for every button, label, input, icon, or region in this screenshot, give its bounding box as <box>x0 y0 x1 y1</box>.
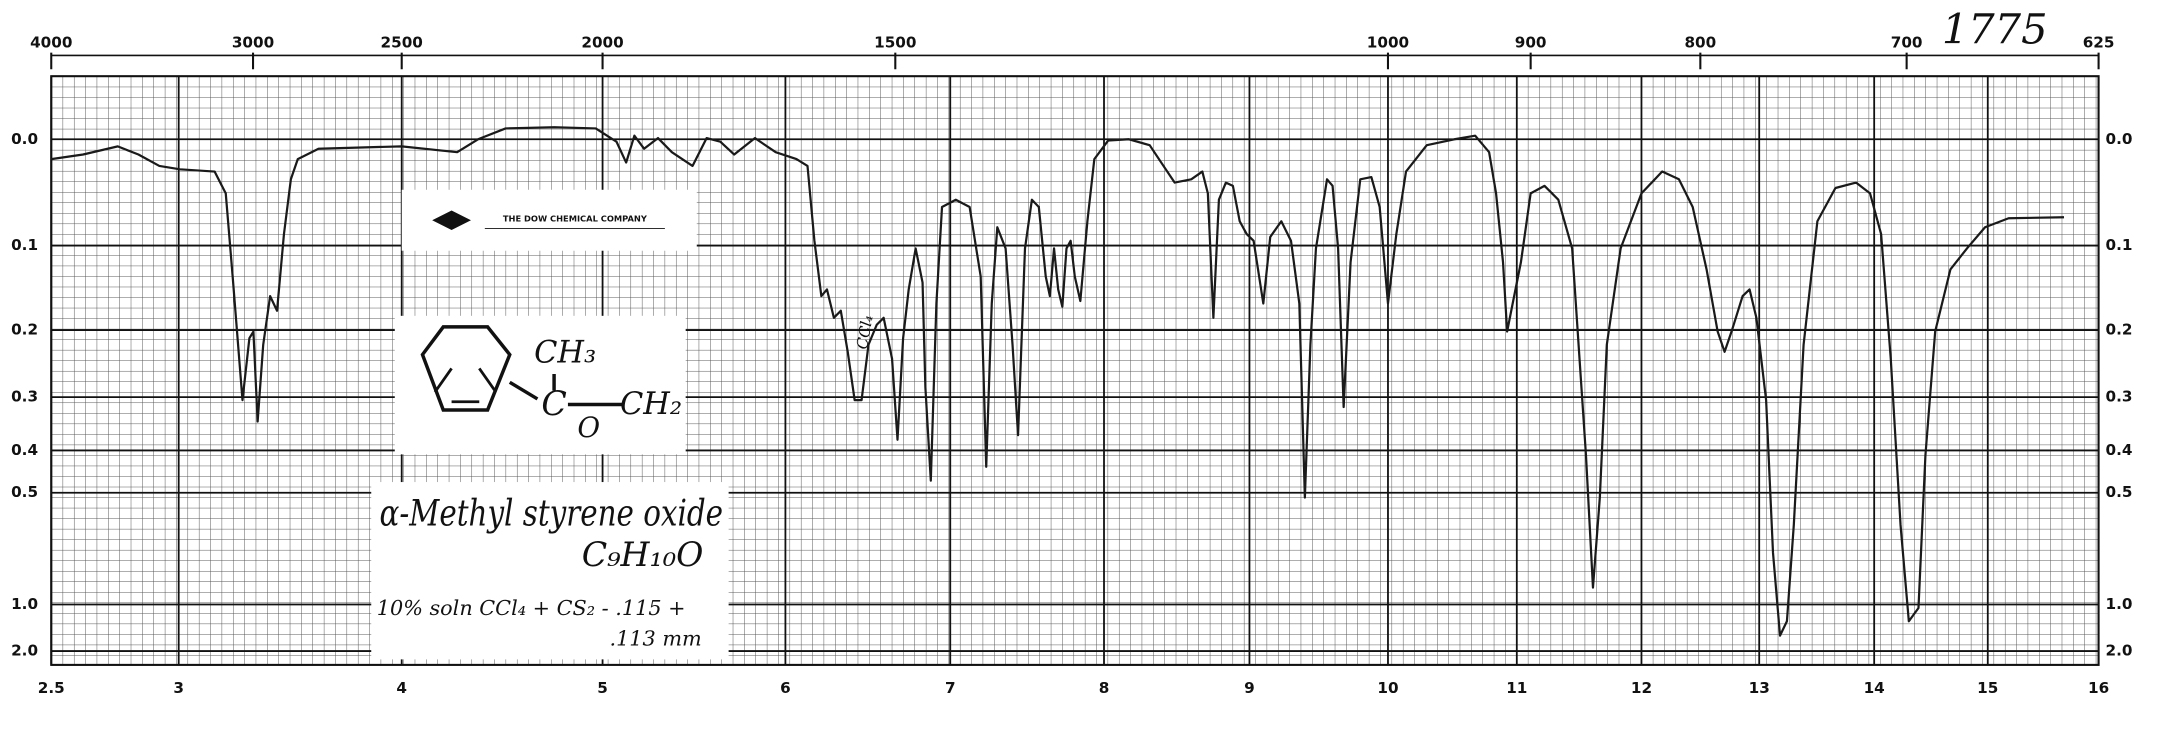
y-tick-label: 1.0 <box>11 595 38 613</box>
sample-note: .113 mm <box>609 626 701 650</box>
benzene-ring <box>420 325 512 412</box>
sample-card: α-Methyl styrene oxide C₉H₁₀O 10% soln C… <box>371 482 729 660</box>
x2-tick-label: 3000 <box>232 33 274 51</box>
x-tick-label: 7 <box>945 679 956 697</box>
company-name: THE DOW CHEMICAL COMPANY <box>503 213 648 223</box>
logo-diamond <box>432 210 471 230</box>
structure-label: O <box>577 411 600 444</box>
company-logo: THE DOW CHEMICAL COMPANY <box>401 189 697 251</box>
x-tick-label: 5 <box>597 679 608 697</box>
marks: 0.0 0.0 0.1 0.1 0.2 0.2 0.3 0.3 0.4 0.4 0.5 0.5 1.0 1… <box>11 33 2132 697</box>
y-tick-label: 0.0 <box>2106 130 2133 148</box>
y-tick-label: 0.3 <box>11 388 38 406</box>
y-tick-label: 2.0 <box>2106 642 2133 660</box>
card-box <box>371 482 729 660</box>
sample-number: 1775 <box>1942 5 2048 54</box>
x-tick-label: 9 <box>1244 679 1255 697</box>
x-tick-label: 4 <box>396 679 407 697</box>
y-tick-label: 0.4 <box>2106 441 2133 459</box>
x-tick-label: 13 <box>1749 679 1770 697</box>
y-tick-label: 1.0 <box>2106 595 2133 613</box>
x2-tick-label: 700 <box>1891 33 1923 51</box>
benzene-bonds <box>433 367 498 404</box>
x2-tick-label: 1500 <box>874 33 916 51</box>
spectrum-line <box>51 126 2065 637</box>
y-tick-label: 0.1 <box>11 236 38 254</box>
x-tick-label: 2.5 <box>38 679 65 697</box>
y-tick-label: 0.4 <box>11 441 38 459</box>
sample-note: 10% soln CCl₄ + CS₂ - .115 + <box>377 596 686 620</box>
structure: CH₃ C CH₂ O <box>394 315 686 455</box>
x2-tick-label: 900 <box>1515 33 1547 51</box>
formula: C₉H₁₀O <box>582 535 704 574</box>
bond <box>508 380 539 401</box>
x-tick-label: 15 <box>1977 679 1998 697</box>
structure-label: CH₃ <box>534 336 596 371</box>
x2-tick-label: 2500 <box>381 33 423 51</box>
solvent-band-label: CCl₄ <box>853 314 877 351</box>
x2-tick-label: 4000 <box>30 33 72 51</box>
x2-tick-label: 800 <box>1684 33 1716 51</box>
structure-label: C <box>541 384 566 423</box>
y-tick-label: 0.1 <box>2106 236 2133 254</box>
y-tick-label: 0.5 <box>2106 483 2133 501</box>
x-tick-label: 12 <box>1631 679 1652 697</box>
y-tick-label: 0.2 <box>11 321 38 339</box>
x-tick-label: 10 <box>1377 679 1398 697</box>
chart-title: α-Methyl styrene oxide <box>380 494 724 535</box>
x2-tick-label: 2000 <box>581 33 623 51</box>
x2-tick-label: 1000 <box>1367 33 1409 51</box>
x-tick-label: 6 <box>780 679 791 697</box>
y-tick-label: 2.0 <box>11 642 38 660</box>
y-tick-label: 0.2 <box>2106 321 2133 339</box>
x-tick-label: 16 <box>2088 679 2109 697</box>
x-tick-label: 8 <box>1099 679 1110 697</box>
y-tick-label: 0.0 <box>11 130 38 148</box>
x-tick-label: 11 <box>1506 679 1527 697</box>
paper-grid <box>51 76 2099 665</box>
x2-tick-label: 625 <box>2083 33 2115 51</box>
y-tick-label: 0.3 <box>2106 388 2133 406</box>
x-tick-label: 3 <box>173 679 184 697</box>
structure-box <box>394 315 686 455</box>
structure-label: CH₂ <box>620 387 682 422</box>
x-tick-label: 14 <box>1864 679 1885 697</box>
y-tick-label: 0.5 <box>11 483 38 501</box>
